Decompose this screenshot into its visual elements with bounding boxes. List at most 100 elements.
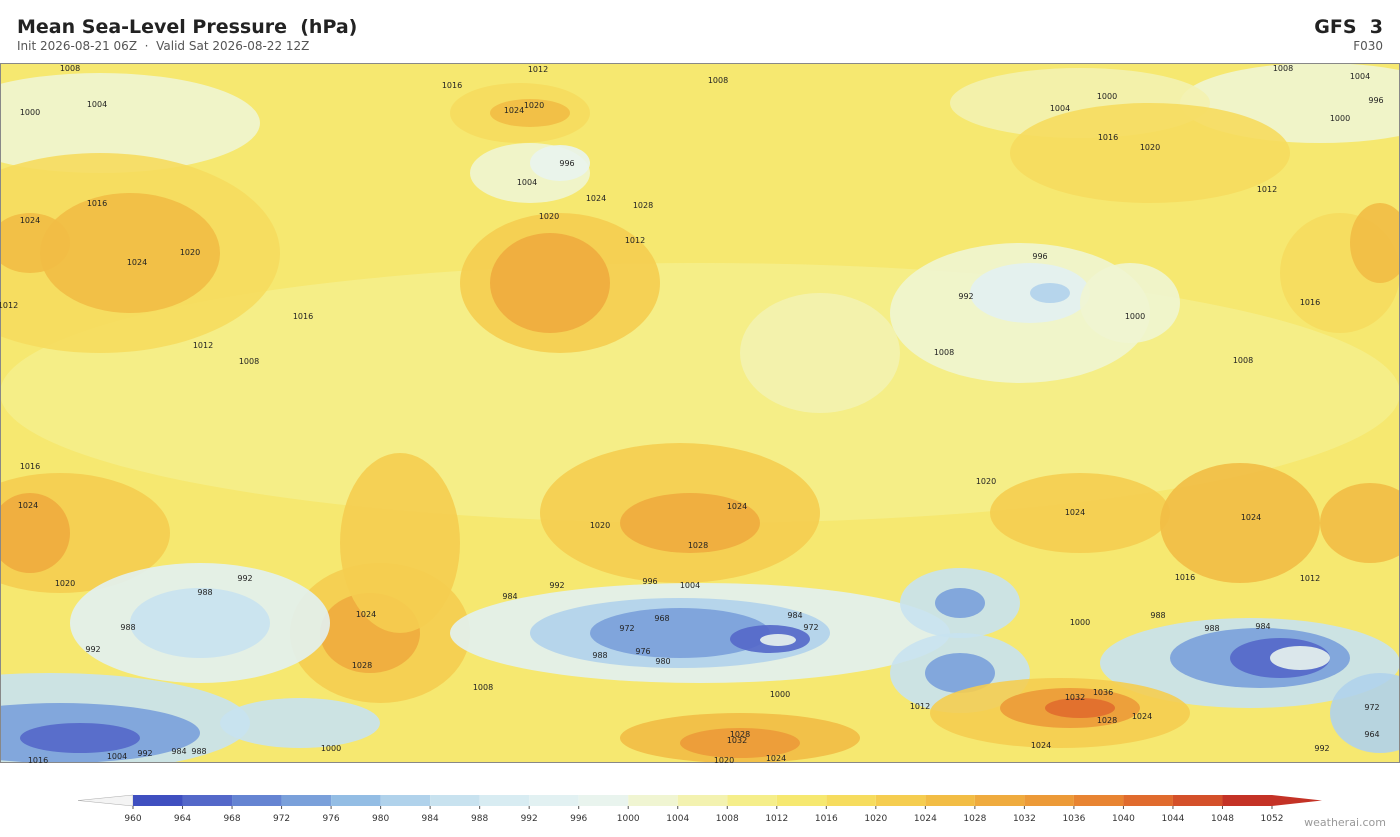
contour-label: 988 — [197, 588, 212, 597]
map: 1008 1012 1008 1016 1008 1004 996 1000 1004 1000 1… — [0, 63, 1400, 763]
colorbar-bin — [331, 795, 381, 806]
colorbar-bin — [826, 795, 876, 806]
pressure-region — [990, 473, 1170, 553]
contour-label: 1024 — [727, 502, 747, 511]
contour-label: 988 — [1150, 611, 1165, 620]
pressure-region — [1270, 646, 1330, 670]
contour-label: 1004 — [680, 581, 700, 590]
pressure-region — [620, 493, 760, 553]
colorbar-label: 964 — [174, 814, 191, 824]
colorbar-label: 972 — [273, 814, 290, 824]
contour-label: 996 — [1368, 96, 1383, 105]
contour-label: 1024 — [127, 258, 147, 267]
contour-label: 992 — [237, 574, 252, 583]
pressure-region — [935, 588, 985, 618]
colorbar-label: 1012 — [765, 814, 788, 824]
colorbar-bin — [182, 795, 233, 806]
colorbar-bin — [479, 795, 530, 806]
pressure-region — [925, 653, 995, 693]
contour-label: 984 — [1255, 622, 1270, 631]
subtitle: Init 2026-08-21 06Z · Valid Sat 2026-08-… — [17, 39, 310, 53]
colorbar-label: 1016 — [815, 814, 838, 824]
pressure-region — [760, 634, 796, 646]
contour-label: 1012 — [193, 341, 213, 350]
colorbar-label: 980 — [372, 814, 389, 824]
contour-label: 1028 — [633, 201, 653, 210]
colorbar-bin — [380, 795, 431, 806]
pressure-region — [1010, 103, 1290, 203]
contour-label: 1000 — [770, 690, 790, 699]
contour-label: 1004 — [87, 100, 107, 109]
contour-label: 976 — [635, 647, 650, 656]
colorbar-bin — [529, 795, 579, 806]
colorbar-bin — [677, 795, 728, 806]
colorbar-label: 1008 — [716, 814, 739, 824]
contour-label: 1016 — [293, 312, 313, 321]
contour-label: 992 — [85, 645, 100, 654]
contour-label: 984 — [787, 611, 802, 620]
contour-label: 1024 — [1241, 513, 1261, 522]
pressure-region — [40, 193, 220, 313]
contour-label: 1024 — [1132, 712, 1152, 721]
contour-label: 1004 — [1350, 72, 1370, 81]
colorbar-bin — [875, 795, 926, 806]
colorbar: 960 964 968 972 976 980 984 988 992 996 1000 1004 10… — [77, 794, 1322, 824]
contour-label: 984 — [502, 592, 517, 601]
colorbar-bin — [925, 795, 975, 806]
contour-label: 996 — [559, 159, 574, 168]
contour-label: 1000 — [1097, 92, 1117, 101]
pressure-region — [0, 213, 70, 273]
contour-label: 1020 — [1140, 143, 1160, 152]
contour-label: 1004 — [517, 178, 537, 187]
colorbar-label: 1024 — [914, 814, 937, 824]
contour-label: 1000 — [1125, 312, 1145, 321]
contour-label: 988 — [191, 747, 206, 756]
contour-label: 1024 — [766, 754, 786, 763]
colorbar-bin — [776, 795, 827, 806]
contour-label: 1008 — [1233, 356, 1253, 365]
contour-label: 1020 — [539, 212, 559, 221]
colorbar-label: 992 — [521, 814, 538, 824]
contour-label: 1020 — [590, 521, 610, 530]
colorbar-label: 1000 — [617, 814, 640, 824]
contour-label: 1008 — [1273, 64, 1293, 73]
contour-label: 1016 — [87, 199, 107, 208]
colorbar-bin — [1222, 795, 1272, 806]
colorbar-label: 1052 — [1261, 814, 1284, 824]
contour-label: 988 — [1204, 624, 1219, 633]
contour-label: 1024 — [18, 501, 38, 510]
colorbar-over — [1272, 795, 1322, 806]
contour-label: 1012 — [910, 702, 930, 711]
contour-label: 1024 — [20, 216, 40, 225]
contour-label: 1000 — [1330, 114, 1350, 123]
pressure-region — [530, 145, 590, 181]
contour-label: 1016 — [442, 81, 462, 90]
contour-label: 1032 — [727, 736, 747, 745]
pressure-region — [220, 698, 380, 748]
contour-label: 1000 — [1070, 618, 1090, 627]
colorbar-bin — [1172, 795, 1223, 806]
contour-label: 1012 — [625, 236, 645, 245]
pressure-region — [1350, 203, 1400, 283]
pressure-region — [20, 723, 140, 753]
contour-label: 996 — [1032, 252, 1047, 261]
contour-label: 1008 — [934, 348, 954, 357]
contour-label: 1024 — [504, 106, 524, 115]
colorbar-under — [77, 794, 134, 807]
watermark: weatherai.com — [1304, 816, 1386, 829]
colorbar-bin — [1073, 795, 1124, 806]
contour-label: 972 — [803, 623, 818, 632]
pressure-region — [490, 99, 570, 127]
contour-label: 1020 — [180, 248, 200, 257]
contour-label: 1028 — [730, 730, 750, 739]
pressure-region — [1030, 283, 1070, 303]
colorbar-label: 988 — [471, 814, 488, 824]
contour-label: 1004 — [1050, 104, 1070, 113]
colorbar-label: 960 — [124, 814, 141, 824]
colorbar-bin — [628, 795, 678, 806]
contour-label: 1012 — [1300, 574, 1320, 583]
contour-label: 1008 — [239, 357, 259, 366]
contour-label: 988 — [120, 623, 135, 632]
colorbar-bin — [1123, 795, 1173, 806]
